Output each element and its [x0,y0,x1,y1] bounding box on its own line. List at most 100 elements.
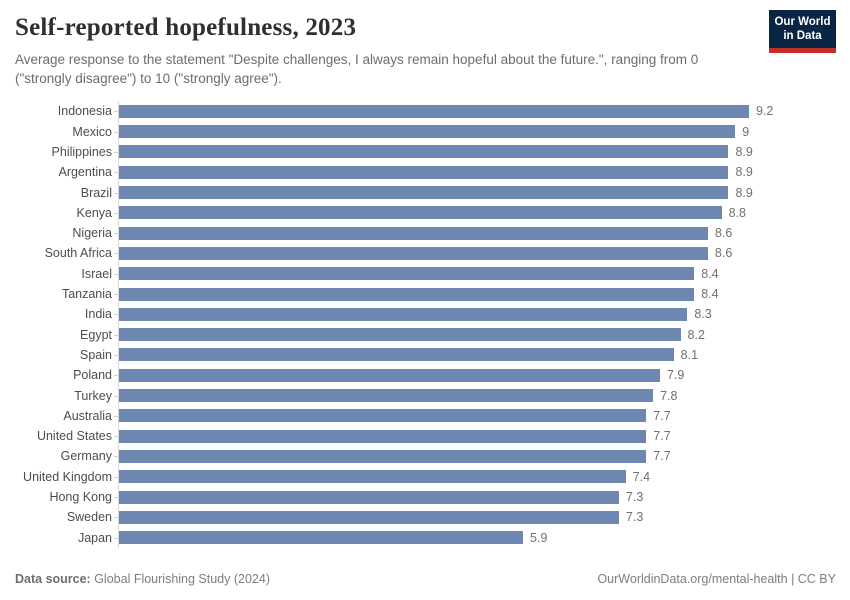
bar[interactable] [119,531,524,545]
bar-track: 7.7 [114,405,840,426]
country-label: India [84,307,112,322]
bar-track: 7.3 [114,507,840,528]
bar-row: Turkey 7.8 [15,385,840,406]
bar[interactable] [119,409,647,423]
country-label: Sweden [66,510,112,525]
bar-track: 8.9 [114,141,840,163]
bar-track: 7.7 [114,446,840,467]
bar[interactable] [119,328,681,342]
bar-track: 8.4 [114,263,840,284]
bar[interactable] [119,267,695,281]
value-label: 8.9 [735,165,753,180]
bar-track: 7.9 [114,365,840,386]
value-label: 5.9 [530,530,548,545]
bar[interactable] [119,206,722,220]
bar[interactable] [119,125,736,139]
data-source-label: Data source: [15,572,91,586]
bar[interactable] [119,510,619,524]
country-label: Poland [73,368,112,383]
country-label: Mexico [72,124,112,139]
bar-row: Philippines 8.9 [15,141,840,163]
value-label: 7.3 [625,510,644,525]
value-label: 7.4 [632,469,651,484]
bar-track: 9 [114,121,840,142]
country-label: Philippines [51,144,112,159]
bar-row: Argentina 8.9 [15,162,840,183]
bar-row: Tanzania 8.4 [15,283,840,305]
chart-title: Self-reported hopefulness, 2023 [15,14,357,41]
bar-track: 8.8 [114,202,840,224]
bar-chart: Indonesia 9.2 Mexico 9 Philippines 8.9 Argenti… [15,101,840,548]
bar-track: 8.3 [114,304,840,325]
bar[interactable] [119,368,660,382]
value-label: 8.9 [735,185,753,200]
chart-header: Self-reported hopefulness, 2023 Average … [0,0,850,88]
country-label: United Kingdom [23,469,112,484]
bar[interactable] [119,490,619,504]
bar[interactable] [119,429,647,443]
bar-track: 7.7 [114,426,840,447]
bar-row: United States 7.7 [15,426,840,447]
bar[interactable] [119,348,674,362]
value-label: 7.7 [653,449,671,464]
value-label: 9.2 [756,104,774,119]
bar-row: Indonesia 9.2 [15,101,840,122]
bar-row: Kenya 8.8 [15,202,840,224]
bar[interactable] [119,389,654,403]
bar[interactable] [119,226,708,240]
bar-row: India 8.3 [15,304,840,325]
bar[interactable] [119,449,647,463]
country-label: Egypt [80,327,112,342]
bar[interactable] [119,165,729,179]
bar[interactable] [119,287,695,301]
bar[interactable] [119,186,729,200]
bar[interactable] [119,470,626,484]
country-label: Turkey [74,388,112,403]
value-label: 8.9 [735,144,753,159]
value-label: 7.8 [660,388,678,403]
country-label: Israel [81,266,112,281]
value-label: 7.7 [653,408,671,423]
bar-row: Egypt 8.2 [15,324,840,345]
bar[interactable] [119,246,708,260]
value-label: 8.6 [714,246,733,261]
bar-track: 8.2 [114,324,840,345]
country-label: Japan [77,530,112,545]
bar-row: Australia 7.7 [15,405,840,426]
bar-track: 7.3 [114,486,840,508]
value-label: 8.6 [714,226,733,241]
country-label: Hong Kong [49,490,112,505]
owid-logo-line1: Our World [774,15,831,28]
bar-track: 7.8 [114,385,840,406]
value-label: 8.2 [687,327,705,342]
bar-row: United Kingdom 7.4 [15,466,840,487]
value-label: 8.3 [694,307,712,322]
data-source: Data source: Global Flourishing Study (2… [15,572,270,586]
bar-row: Sweden 7.3 [15,507,840,528]
country-label: South Africa [44,246,112,261]
license-note: OurWorldinData.org/mental-health | CC BY [597,572,836,586]
bar-track: 9.2 [114,101,840,122]
value-label: 7.7 [653,429,671,444]
bar[interactable] [119,145,729,159]
bar-track: 8.6 [114,223,840,244]
bar-row: Germany 7.7 [15,446,840,467]
bar-row: Mexico 9 [15,121,840,142]
data-source-text: Global Flourishing Study (2024) [90,572,270,586]
value-label: 7.3 [625,490,644,505]
country-label: Germany [60,449,112,464]
country-label: Kenya [76,205,112,220]
country-label: Australia [63,408,112,423]
bar[interactable] [119,104,749,118]
value-label: 8.8 [728,205,746,220]
bar-row: Israel 8.4 [15,263,840,284]
bar[interactable] [119,307,688,321]
bar-track: 8.9 [114,182,840,203]
bar-track: 5.9 [114,527,840,548]
bar-row: Poland 7.9 [15,365,840,386]
value-label: 8.4 [701,266,719,281]
owid-logo-line2: in Data [783,30,822,42]
owid-logo[interactable]: Our World in Data [769,10,836,53]
title-block: Self-reported hopefulness, 2023 Average … [15,14,720,88]
country-label: United States [36,429,112,444]
